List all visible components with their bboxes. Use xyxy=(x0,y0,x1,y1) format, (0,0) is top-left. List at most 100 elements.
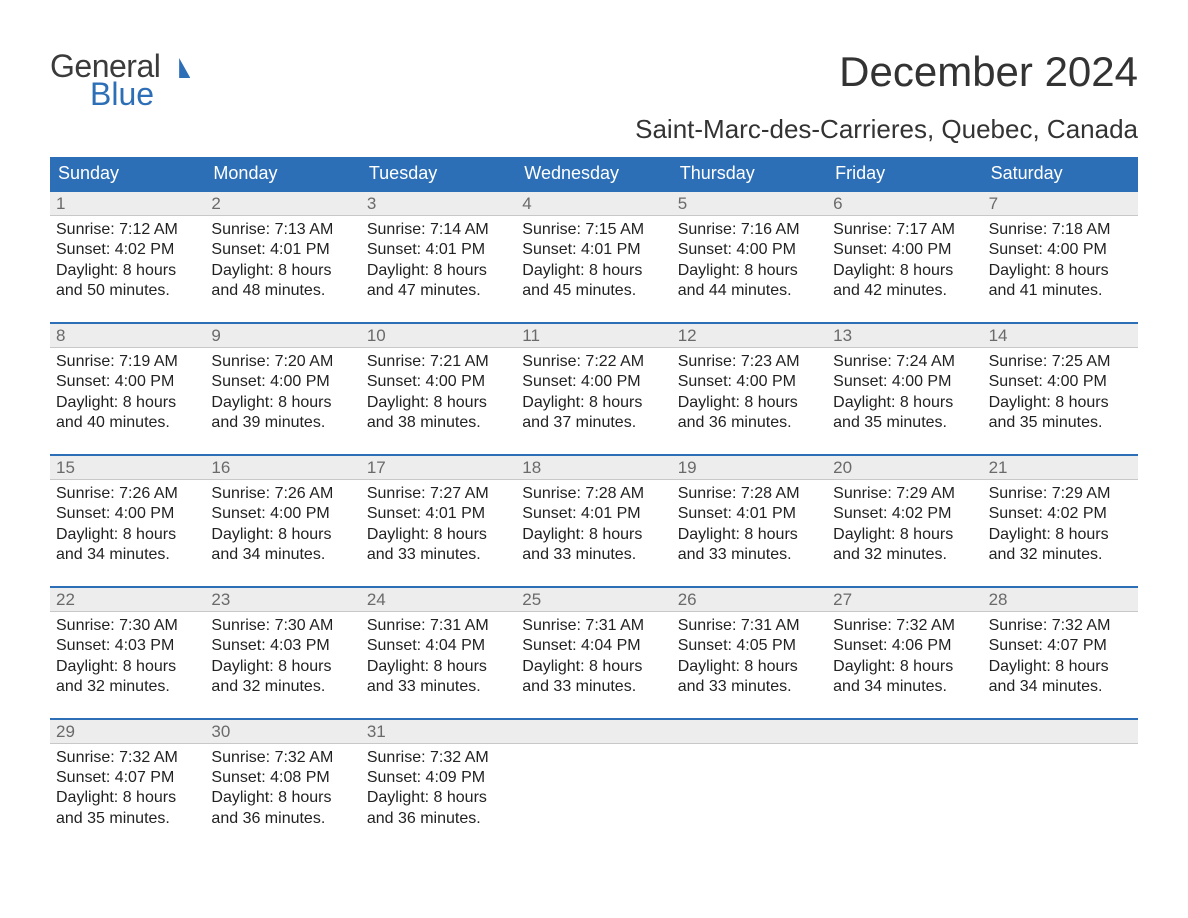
daylight-text: Daylight: 8 hours and 34 minutes. xyxy=(56,525,199,566)
calendar-weeks: 1Sunrise: 7:12 AMSunset: 4:02 PMDaylight… xyxy=(50,190,1138,831)
day-number: 6 xyxy=(827,192,982,216)
sunset-text: Sunset: 4:00 PM xyxy=(211,504,354,524)
calendar-day: 10Sunrise: 7:21 AMSunset: 4:00 PMDayligh… xyxy=(361,324,516,436)
day-number: 5 xyxy=(672,192,827,216)
page-header: General Blue December 2024 Saint-Marc-de… xyxy=(50,30,1138,145)
day-body: Sunrise: 7:31 AMSunset: 4:05 PMDaylight:… xyxy=(672,612,827,700)
day-body: Sunrise: 7:14 AMSunset: 4:01 PMDaylight:… xyxy=(361,216,516,304)
calendar-day: 12Sunrise: 7:23 AMSunset: 4:00 PMDayligh… xyxy=(672,324,827,436)
calendar-day: 17Sunrise: 7:27 AMSunset: 4:01 PMDayligh… xyxy=(361,456,516,568)
calendar-day: 25 Sunrise: 7:31 AMSunset: 4:04 PMDayligh… xyxy=(516,588,671,700)
day-number-empty xyxy=(827,720,982,744)
calendar-day: 21Sunrise: 7:29 AMSunset: 4:02 PMDayligh… xyxy=(983,456,1138,568)
day-body: Sunrise: 7:23 AMSunset: 4:00 PMDaylight:… xyxy=(672,348,827,436)
sunrise-text: Sunrise: 7:20 AM xyxy=(211,352,354,372)
calendar-day: 22Sunrise: 7:30 AMSunset: 4:03 PMDayligh… xyxy=(50,588,205,700)
sunset-text: Sunset: 4:00 PM xyxy=(833,240,976,260)
day-body: Sunrise: 7:20 AMSunset: 4:00 PMDaylight:… xyxy=(205,348,360,436)
daylight-text: Daylight: 8 hours and 39 minutes. xyxy=(211,393,354,434)
sunset-text: Sunset: 4:00 PM xyxy=(367,372,510,392)
calendar-day: 3Sunrise: 7:14 AMSunset: 4:01 PMDaylight… xyxy=(361,192,516,304)
day-number: 25 xyxy=(516,588,671,612)
daylight-text: Daylight: 8 hours and 33 minutes. xyxy=(367,657,510,698)
day-number-empty xyxy=(983,720,1138,744)
sunrise-text: Sunrise: 7:28 AM xyxy=(678,484,821,504)
sunset-text: Sunset: 4:03 PM xyxy=(56,636,199,656)
logo-flag-icon xyxy=(162,58,190,78)
day-body: Sunrise: 7:32 AMSunset: 4:07 PMDaylight:… xyxy=(983,612,1138,700)
calendar-day: 23Sunrise: 7:30 AMSunset: 4:03 PMDayligh… xyxy=(205,588,360,700)
sunset-text: Sunset: 4:00 PM xyxy=(211,372,354,392)
day-of-week-header: SundayMondayTuesdayWednesdayThursdayFrid… xyxy=(50,157,1138,190)
daylight-text: Daylight: 8 hours and 33 minutes. xyxy=(522,657,665,698)
day-body: Sunrise: 7:32 AMSunset: 4:08 PMDaylight:… xyxy=(205,744,360,832)
day-of-week-cell: Thursday xyxy=(672,157,827,190)
day-body: Sunrise: 7:29 AMSunset: 4:02 PMDaylight:… xyxy=(827,480,982,568)
day-of-week-cell: Tuesday xyxy=(361,157,516,190)
daylight-text: Daylight: 8 hours and 41 minutes. xyxy=(989,261,1132,302)
day-body: Sunrise: 7:19 AMSunset: 4:00 PMDaylight:… xyxy=(50,348,205,436)
calendar-day xyxy=(516,720,671,832)
daylight-text: Daylight: 8 hours and 35 minutes. xyxy=(989,393,1132,434)
title-block: December 2024 Saint-Marc-des-Carrieres, … xyxy=(635,30,1138,145)
day-of-week-cell: Friday xyxy=(827,157,982,190)
day-body: Sunrise: 7:31 AMSunset: 4:04 PMDaylight:… xyxy=(361,612,516,700)
calendar-day: 28Sunrise: 7:32 AMSunset: 4:07 PMDayligh… xyxy=(983,588,1138,700)
day-body: Sunrise: 7:12 AMSunset: 4:02 PMDaylight:… xyxy=(50,216,205,304)
day-number: 28 xyxy=(983,588,1138,612)
day-body: Sunrise: 7:28 AMSunset: 4:01 PMDaylight:… xyxy=(516,480,671,568)
day-body: Sunrise: 7:30 AMSunset: 4:03 PMDaylight:… xyxy=(205,612,360,700)
calendar-day: 18Sunrise: 7:28 AMSunset: 4:01 PMDayligh… xyxy=(516,456,671,568)
day-number: 4 xyxy=(516,192,671,216)
sunset-text: Sunset: 4:04 PM xyxy=(367,636,510,656)
daylight-text: Daylight: 8 hours and 32 minutes. xyxy=(211,657,354,698)
day-number: 7 xyxy=(983,192,1138,216)
calendar-day: 19Sunrise: 7:28 AMSunset: 4:01 PMDayligh… xyxy=(672,456,827,568)
calendar-day: 4Sunrise: 7:15 AMSunset: 4:01 PMDaylight… xyxy=(516,192,671,304)
calendar-day: 7Sunrise: 7:18 AMSunset: 4:00 PMDaylight… xyxy=(983,192,1138,304)
calendar-day xyxy=(827,720,982,832)
sunset-text: Sunset: 4:00 PM xyxy=(56,372,199,392)
day-number: 16 xyxy=(205,456,360,480)
daylight-text: Daylight: 8 hours and 40 minutes. xyxy=(56,393,199,434)
month-title: December 2024 xyxy=(635,48,1138,96)
sunrise-text: Sunrise: 7:25 AM xyxy=(989,352,1132,372)
day-number: 11 xyxy=(516,324,671,348)
sunrise-text: Sunrise: 7:13 AM xyxy=(211,220,354,240)
sunrise-text: Sunrise: 7:26 AM xyxy=(56,484,199,504)
sunrise-text: Sunrise: 7:31 AM xyxy=(678,616,821,636)
day-number: 8 xyxy=(50,324,205,348)
daylight-text: Daylight: 8 hours and 36 minutes. xyxy=(678,393,821,434)
day-body: Sunrise: 7:22 AMSunset: 4:00 PMDaylight:… xyxy=(516,348,671,436)
sunrise-text: Sunrise: 7:21 AM xyxy=(367,352,510,372)
day-number: 3 xyxy=(361,192,516,216)
day-body: Sunrise: 7:28 AMSunset: 4:01 PMDaylight:… xyxy=(672,480,827,568)
daylight-text: Daylight: 8 hours and 50 minutes. xyxy=(56,261,199,302)
day-body: Sunrise: 7:16 AMSunset: 4:00 PMDaylight:… xyxy=(672,216,827,304)
sunrise-text: Sunrise: 7:18 AM xyxy=(989,220,1132,240)
calendar-week: 29Sunrise: 7:32 AMSunset: 4:07 PMDayligh… xyxy=(50,718,1138,832)
daylight-text: Daylight: 8 hours and 34 minutes. xyxy=(989,657,1132,698)
calendar-day: 14Sunrise: 7:25 AMSunset: 4:00 PMDayligh… xyxy=(983,324,1138,436)
sunrise-text: Sunrise: 7:32 AM xyxy=(833,616,976,636)
calendar-day: 13Sunrise: 7:24 AMSunset: 4:00 PMDayligh… xyxy=(827,324,982,436)
calendar-day: 16Sunrise: 7:26 AMSunset: 4:00 PMDayligh… xyxy=(205,456,360,568)
day-of-week-cell: Wednesday xyxy=(516,157,671,190)
daylight-text: Daylight: 8 hours and 35 minutes. xyxy=(833,393,976,434)
daylight-text: Daylight: 8 hours and 36 minutes. xyxy=(367,788,510,829)
sunset-text: Sunset: 4:07 PM xyxy=(989,636,1132,656)
day-body: Sunrise: 7:27 AMSunset: 4:01 PMDaylight:… xyxy=(361,480,516,568)
daylight-text: Daylight: 8 hours and 33 minutes. xyxy=(678,657,821,698)
sunset-text: Sunset: 4:04 PM xyxy=(522,636,665,656)
daylight-text: Daylight: 8 hours and 33 minutes. xyxy=(522,525,665,566)
calendar-day: 26Sunrise: 7:31 AMSunset: 4:05 PMDayligh… xyxy=(672,588,827,700)
sunset-text: Sunset: 4:02 PM xyxy=(833,504,976,524)
day-number-empty xyxy=(672,720,827,744)
daylight-text: Daylight: 8 hours and 37 minutes. xyxy=(522,393,665,434)
sunset-text: Sunset: 4:00 PM xyxy=(833,372,976,392)
sunset-text: Sunset: 4:09 PM xyxy=(367,768,510,788)
sunrise-text: Sunrise: 7:31 AM xyxy=(522,616,665,636)
day-of-week-cell: Saturday xyxy=(983,157,1138,190)
sunrise-text: Sunrise: 7:32 AM xyxy=(367,748,510,768)
sunrise-text: Sunrise: 7:31 AM xyxy=(367,616,510,636)
